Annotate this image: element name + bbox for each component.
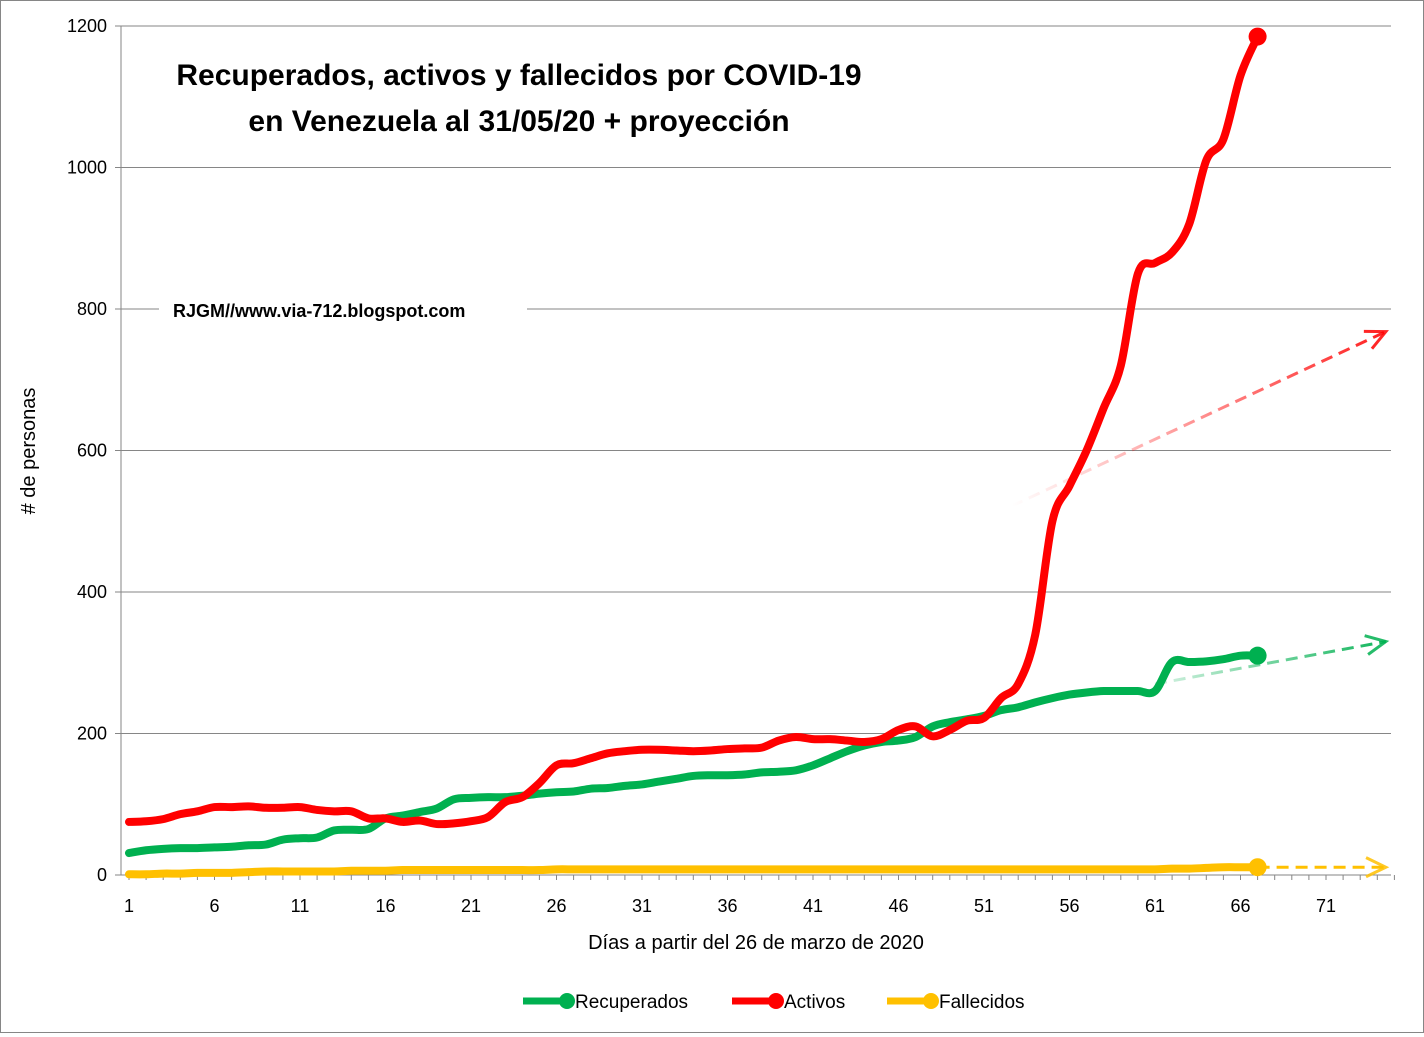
series-endpoint-activos xyxy=(1248,27,1267,46)
series-endpoint-fallecidos xyxy=(1248,858,1267,877)
x-tick-label: 66 xyxy=(1230,896,1250,916)
x-tick-label: 16 xyxy=(375,896,395,916)
y-tick-label: 0 xyxy=(97,865,107,885)
y-axis-label: # de personas xyxy=(18,388,40,515)
x-tick-label: 6 xyxy=(209,896,219,916)
legend-marker-recuperados xyxy=(559,993,575,1009)
x-tick-label: 11 xyxy=(291,896,310,916)
x-tick-label: 26 xyxy=(546,896,566,916)
x-axis-label: Días a partir del 26 de marzo de 2020 xyxy=(588,932,924,954)
legend-marker-fallecidos xyxy=(923,993,939,1009)
projection-arrowhead-activos xyxy=(1363,329,1389,350)
y-tick-label: 600 xyxy=(77,441,107,461)
legend: Recuperados Activos Fallecidos xyxy=(523,992,1025,1013)
projection-arrowhead-recuperados xyxy=(1364,634,1390,656)
y-tick-label: 800 xyxy=(77,299,107,319)
series-line-fallecidos xyxy=(125,863,1262,879)
projection-line-recuperados xyxy=(1154,640,1387,686)
projection-line-activos xyxy=(993,330,1387,516)
y-tick-label: 1000 xyxy=(67,158,107,178)
projection-arrowhead-fallecidos xyxy=(1365,856,1390,879)
x-tick-label: 31 xyxy=(632,896,652,916)
legend-label-fallecidos: Fallecidos xyxy=(939,992,1025,1013)
x-tick-label: 41 xyxy=(803,896,823,916)
x-tick-label: 36 xyxy=(717,896,737,916)
legend-label-recuperados: Recuperados xyxy=(575,992,688,1013)
chart-title-line1: Recuperados, activos y fallecidos por CO… xyxy=(176,59,861,92)
y-tick-label: 1200 xyxy=(67,16,107,36)
legend-marker-activos xyxy=(768,993,784,1009)
chart-title-line2: en Venezuela al 31/05/20 + proyección xyxy=(248,105,789,138)
x-axis-ticks: 1 6 11 16 21 26 31 36 41 46 51 56 61 66 71 xyxy=(124,875,1395,916)
x-tick-label: 46 xyxy=(888,896,908,916)
series-lines xyxy=(125,27,1267,879)
legend-label-activos: Activos xyxy=(784,992,845,1013)
x-tick-label: 71 xyxy=(1316,896,1336,916)
chart-credit: RJGM//www.via-712.blogspot.com xyxy=(173,301,465,321)
x-tick-label: 21 xyxy=(461,896,481,916)
x-tick-label: 56 xyxy=(1059,896,1079,916)
series-line-activos xyxy=(125,32,1262,829)
x-tick-label: 1 xyxy=(124,896,134,916)
projection-arrows xyxy=(993,329,1390,879)
series-line-recuperados xyxy=(125,651,1262,858)
credit-background xyxy=(159,293,527,327)
y-tick-label: 400 xyxy=(77,582,107,602)
y-tick-label: 200 xyxy=(77,724,107,744)
x-tick-label: 61 xyxy=(1145,896,1165,916)
series-endpoint-recuperados xyxy=(1248,646,1267,665)
x-tick-label: 51 xyxy=(974,896,994,916)
y-axis-ticks: 0 200 400 600 800 1000 1200 xyxy=(67,16,121,885)
